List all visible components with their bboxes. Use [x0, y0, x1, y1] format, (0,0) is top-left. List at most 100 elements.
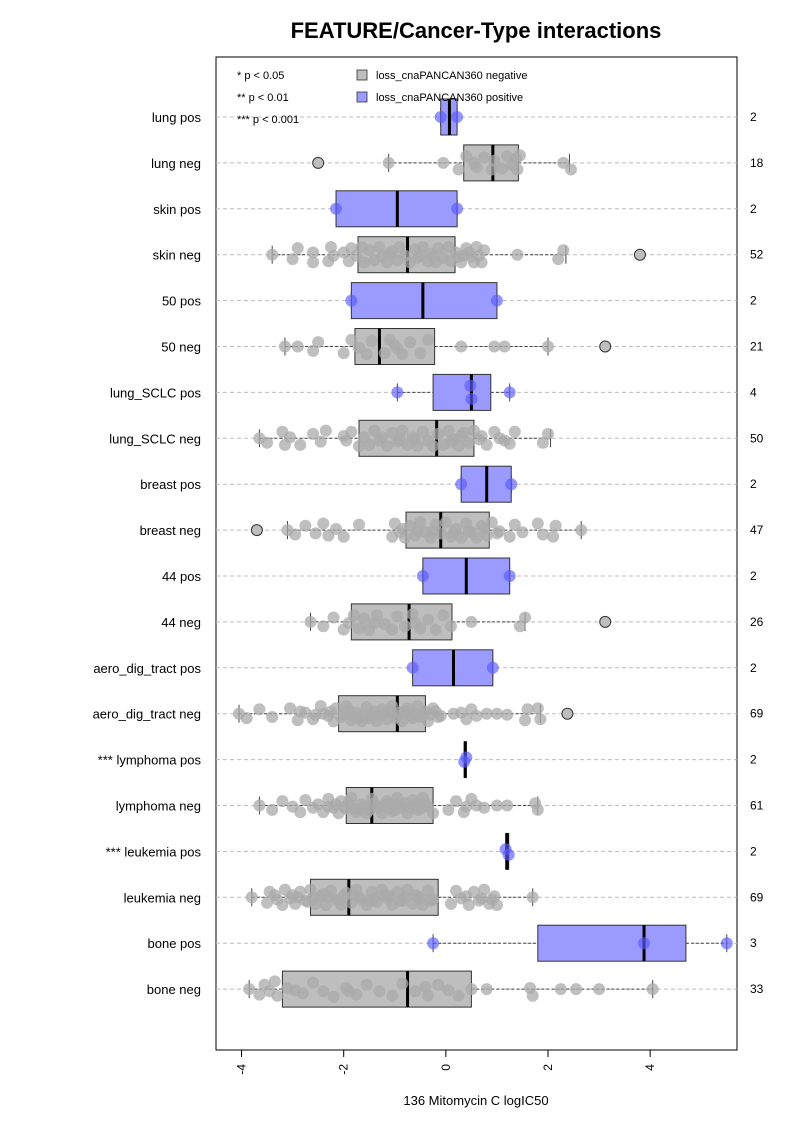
data-point	[503, 530, 516, 543]
box	[432, 373, 492, 411]
data-point	[416, 425, 429, 438]
data-point	[409, 617, 422, 629]
data-point	[442, 803, 455, 816]
data-point	[432, 242, 445, 255]
data-point	[409, 433, 422, 446]
data-point	[427, 250, 440, 263]
outlier-point	[250, 524, 263, 537]
data-point	[475, 256, 488, 269]
data-point	[307, 256, 320, 269]
data-point	[245, 891, 258, 904]
legend-sig-1: * p < 0.05	[237, 70, 284, 82]
data-point	[442, 424, 455, 437]
data-point	[253, 799, 266, 812]
data-point	[373, 709, 386, 722]
row-label: lung neg	[151, 156, 201, 171]
data-point	[376, 431, 389, 444]
data-point	[319, 424, 332, 437]
legend-label-positive: loss_cnaPANCAN360 positive	[376, 92, 523, 104]
x-axis-label: 136 Mitomycin C logIC50	[403, 1093, 548, 1108]
legend-swatch-negative	[356, 69, 368, 81]
data-point	[268, 889, 281, 902]
data-point	[480, 707, 493, 720]
data-point	[451, 111, 464, 123]
data-point	[488, 154, 501, 167]
data-point	[409, 985, 422, 998]
row-count: 2	[750, 202, 757, 216]
data-point	[314, 435, 327, 448]
data-point	[378, 889, 391, 902]
data-point	[391, 386, 404, 399]
whiskers	[238, 108, 728, 999]
data-point	[499, 843, 512, 856]
data-point	[347, 609, 360, 622]
data-point	[498, 340, 511, 353]
data-point	[278, 340, 291, 353]
data-point	[327, 611, 340, 624]
data-point	[253, 988, 266, 1001]
data-point	[542, 427, 555, 440]
data-point	[342, 704, 355, 717]
data-point	[406, 661, 419, 674]
data-point	[360, 348, 373, 361]
row-label: lymphoma neg	[116, 799, 201, 814]
data-point	[505, 478, 518, 491]
data-point	[442, 984, 455, 997]
boxes	[281, 98, 687, 1008]
data-point	[427, 525, 440, 538]
row-count: 2	[750, 294, 757, 308]
data-point	[342, 985, 355, 998]
data-point	[465, 393, 478, 405]
data-point	[524, 982, 537, 994]
data-point	[513, 620, 526, 633]
data-point	[347, 889, 360, 902]
data-point	[307, 427, 320, 440]
row-count: 69	[750, 890, 764, 904]
data-point	[383, 705, 396, 718]
x-tick-label: -2	[337, 1064, 351, 1075]
data-point	[365, 335, 378, 347]
outlier-point	[599, 340, 612, 353]
data-point	[488, 340, 501, 353]
data-point	[526, 891, 539, 904]
data-point	[276, 795, 289, 808]
row-label: 44 pos	[162, 569, 202, 584]
data-point	[457, 249, 470, 262]
data-point	[337, 347, 350, 360]
row-count: 69	[750, 707, 764, 721]
data-point	[345, 294, 358, 307]
chart-title: FEATURE/Cancer-Type interactions	[291, 18, 662, 43]
data-point	[552, 253, 565, 266]
data-point	[363, 712, 376, 725]
data-point	[342, 796, 355, 809]
data-point	[480, 438, 493, 451]
x-tick-label: 2	[541, 1064, 555, 1071]
data-point	[330, 798, 343, 811]
data-point	[516, 526, 529, 539]
data-point	[490, 294, 503, 307]
data-point	[261, 896, 274, 909]
data-point	[243, 983, 256, 996]
data-point	[447, 526, 460, 539]
data-point	[396, 523, 409, 535]
row-count: 3	[750, 936, 757, 950]
data-point	[501, 799, 514, 812]
row-count: 47	[750, 523, 764, 537]
data-point	[393, 433, 406, 446]
data-point	[337, 430, 350, 443]
data-point	[460, 890, 473, 903]
data-point	[398, 620, 411, 633]
row-count: 21	[750, 340, 764, 354]
x-tick-label: 4	[643, 1064, 657, 1071]
data-point	[373, 241, 386, 253]
data-point	[646, 983, 659, 996]
data-point	[451, 202, 464, 215]
data-point	[478, 523, 491, 535]
data-point	[593, 983, 606, 996]
data-point	[478, 244, 491, 257]
data-point	[519, 714, 532, 727]
data-point	[299, 519, 312, 532]
row-count: 2	[750, 844, 757, 858]
data-point	[455, 340, 468, 353]
row-labels: lung pos 2 lung neg 18 skin pos 2 skin neg 52 50…	[93, 110, 764, 997]
